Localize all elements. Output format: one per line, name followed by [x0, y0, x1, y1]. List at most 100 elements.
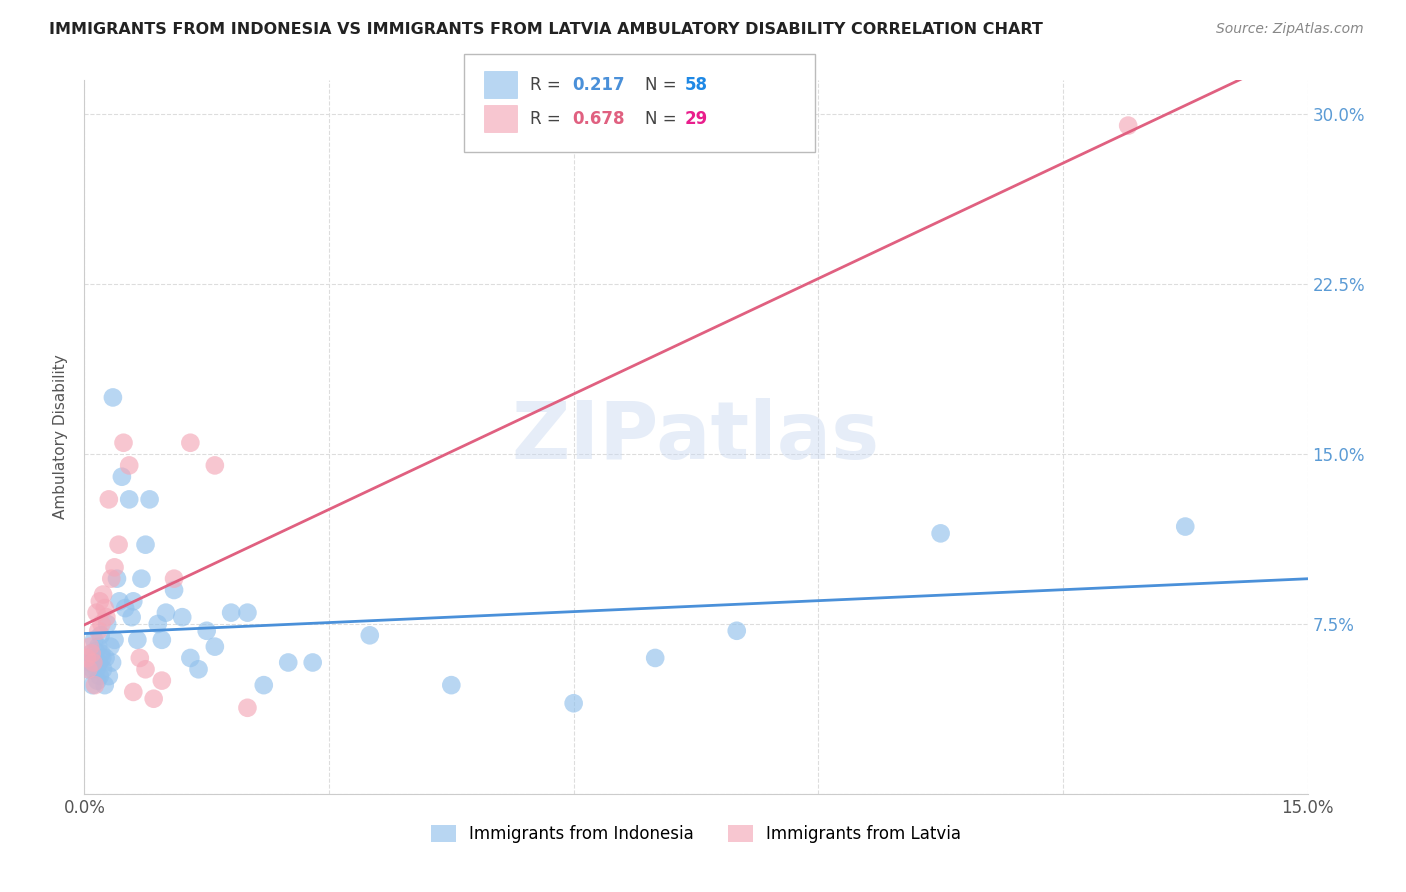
Point: [76, 662, 98, 676]
Point: [79, 640, 101, 654]
Point: [82, 656, 104, 670]
Point: [84, 678, 107, 692]
Text: ZIPatlas: ZIPatlas: [512, 398, 880, 476]
Legend: Immigrants from Indonesia, Immigrants from Latvia: Immigrants from Indonesia, Immigrants fr…: [425, 818, 967, 850]
Point: [80, 647, 103, 661]
Point: [236, 606, 259, 620]
Point: [91, 588, 114, 602]
Point: [100, 640, 122, 654]
Point: [86, 606, 108, 620]
Point: [150, 632, 173, 647]
Point: [103, 560, 125, 574]
Point: [89, 669, 111, 683]
Point: [87, 640, 110, 654]
Point: [929, 526, 952, 541]
Point: [562, 696, 585, 710]
Text: 29: 29: [685, 110, 709, 128]
Point: [93, 601, 115, 615]
Text: 0.217: 0.217: [572, 76, 624, 94]
Point: [128, 651, 150, 665]
Point: [82, 678, 104, 692]
Point: [101, 656, 124, 670]
Point: [163, 582, 186, 597]
Point: [277, 656, 299, 670]
Point: [172, 610, 194, 624]
Point: [253, 678, 276, 692]
Point: [118, 492, 141, 507]
Text: N =: N =: [645, 76, 682, 94]
Point: [236, 700, 259, 714]
Point: [89, 594, 111, 608]
Point: [87, 624, 110, 638]
Point: [96, 610, 118, 624]
Point: [91, 651, 114, 665]
Point: [195, 624, 218, 638]
Point: [644, 651, 666, 665]
Point: [301, 656, 323, 670]
Y-axis label: Ambulatory Disability: Ambulatory Disability: [52, 355, 67, 519]
Point: [86, 662, 108, 676]
Text: 58: 58: [685, 76, 707, 94]
Point: [112, 435, 135, 450]
Point: [131, 572, 153, 586]
Point: [150, 673, 173, 688]
Point: [90, 628, 112, 642]
Point: [83, 632, 105, 647]
Text: R =: R =: [530, 76, 567, 94]
Point: [101, 391, 124, 405]
Point: [97, 492, 120, 507]
Point: [146, 617, 169, 632]
Point: [179, 651, 201, 665]
Text: Source: ZipAtlas.com: Source: ZipAtlas.com: [1216, 22, 1364, 37]
Point: [179, 435, 201, 450]
Point: [122, 685, 145, 699]
Point: [93, 678, 115, 692]
Point: [84, 651, 107, 665]
Point: [142, 691, 165, 706]
Point: [204, 458, 226, 473]
Point: [440, 678, 463, 692]
Point: [219, 606, 242, 620]
Point: [122, 594, 145, 608]
Text: IMMIGRANTS FROM INDONESIA VS IMMIGRANTS FROM LATVIA AMBULATORY DISABILITY CORREL: IMMIGRANTS FROM INDONESIA VS IMMIGRANTS …: [49, 22, 1043, 37]
Point: [97, 669, 120, 683]
Point: [90, 647, 112, 661]
Point: [107, 538, 129, 552]
Point: [127, 632, 149, 647]
Point: [96, 617, 118, 632]
Point: [86, 673, 108, 688]
Point: [100, 572, 122, 586]
Point: [163, 572, 186, 586]
Point: [82, 662, 104, 676]
Point: [108, 594, 131, 608]
Point: [91, 662, 114, 676]
Point: [135, 538, 157, 552]
Point: [80, 647, 103, 661]
Point: [204, 640, 226, 654]
Point: [121, 610, 143, 624]
Point: [111, 469, 134, 483]
Point: [87, 656, 110, 670]
Point: [84, 644, 107, 658]
Point: [114, 601, 136, 615]
Point: [90, 617, 112, 632]
Point: [77, 662, 100, 676]
Point: [135, 662, 157, 676]
Point: [105, 572, 128, 586]
Point: [76, 651, 98, 665]
Point: [155, 606, 177, 620]
Point: [1116, 119, 1139, 133]
Point: [79, 656, 101, 670]
Point: [103, 632, 125, 647]
Text: N =: N =: [645, 110, 682, 128]
Point: [118, 458, 141, 473]
Point: [1174, 519, 1197, 533]
Point: [77, 651, 100, 665]
Text: R =: R =: [530, 110, 567, 128]
Point: [187, 662, 209, 676]
Point: [138, 492, 160, 507]
Text: 0.678: 0.678: [572, 110, 624, 128]
Point: [725, 624, 748, 638]
Point: [94, 651, 117, 665]
Point: [359, 628, 381, 642]
